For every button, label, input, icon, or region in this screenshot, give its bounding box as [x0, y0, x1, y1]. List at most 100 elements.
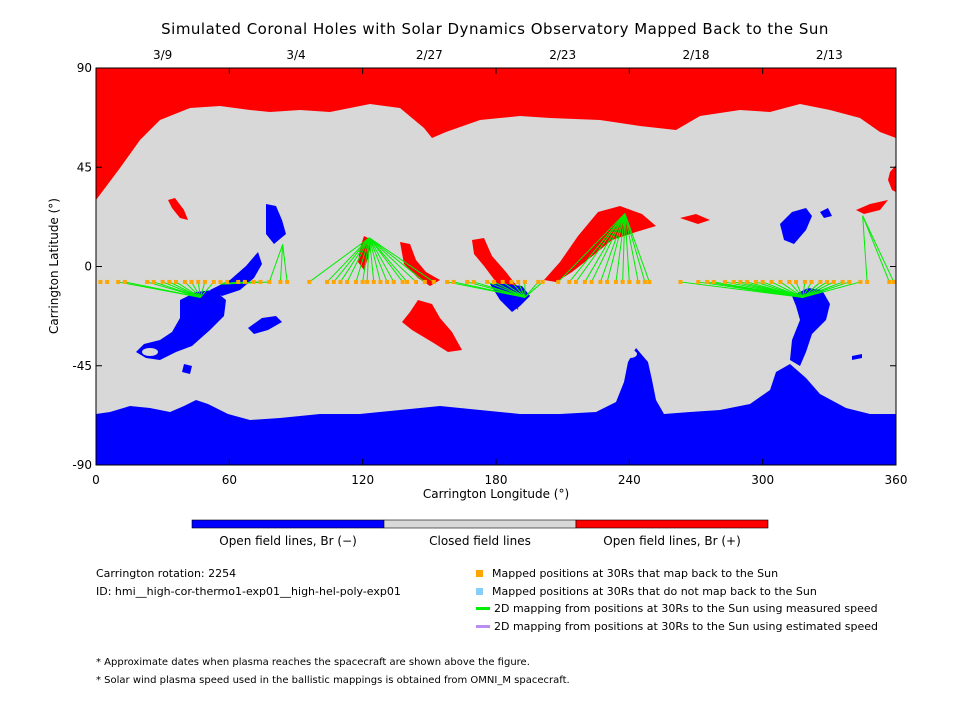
top-date-label: 3/9 — [153, 48, 172, 62]
y-tick-label: 0 — [84, 260, 92, 274]
mapping-line — [309, 237, 370, 283]
mapped-point — [345, 279, 350, 284]
mapping-line — [453, 281, 525, 298]
mapping-line — [591, 213, 626, 283]
mapped-point — [840, 279, 845, 284]
mapped-point — [202, 279, 207, 284]
mapped-point — [174, 279, 178, 284]
mapped-point — [471, 279, 476, 284]
mapping-line — [762, 281, 803, 298]
mapped-point — [167, 279, 172, 284]
mapped-point — [211, 279, 216, 284]
mapped-point — [769, 279, 774, 284]
mapped-point — [574, 279, 578, 284]
mapping-line — [624, 213, 646, 283]
x-tick-label: 180 — [485, 473, 508, 487]
mapped-point — [567, 279, 572, 284]
colorbar-label-positive: Open field lines, Br (+) — [603, 534, 741, 548]
negative-hole-8 — [790, 288, 830, 366]
mapping-line — [355, 237, 370, 283]
colorbar-label-negative: Open field lines, Br (−) — [219, 534, 357, 548]
mapping-line — [575, 213, 626, 283]
mapped-point — [451, 279, 456, 284]
mapping-line — [624, 213, 639, 283]
mapping-line — [333, 237, 370, 283]
y-tick-label: -90 — [72, 458, 92, 472]
map-background — [96, 68, 896, 465]
mapped-point — [745, 279, 750, 284]
legend-item-mapped: Mapped positions at 30Rs that map back t… — [476, 567, 778, 580]
mapping-line — [780, 281, 803, 298]
mapped-point — [540, 279, 545, 284]
mapping-line — [493, 281, 526, 298]
mapped-point — [285, 279, 290, 284]
mapped-point — [98, 279, 103, 284]
mapped-point — [891, 279, 896, 284]
mapped-point — [787, 279, 792, 284]
mapped-points — [98, 279, 896, 284]
mapped-point — [338, 279, 343, 284]
y-tick-label: -45 — [72, 359, 92, 373]
mapped-point — [536, 279, 541, 284]
x-tick-label: 120 — [351, 473, 374, 487]
carrington-rotation-text: Carrington rotation: 2254 — [96, 567, 237, 580]
mapped-point — [627, 279, 632, 284]
mapped-point — [445, 279, 450, 284]
mapped-point — [620, 279, 625, 284]
mapping-line — [199, 281, 206, 298]
mapped-point — [218, 279, 223, 284]
mapping-line — [175, 281, 201, 298]
mapped-point — [831, 279, 836, 284]
axes: 0 60 120 180 240 300 360 90 45 0 -45 -90 3/9 3/4 2/27 2… — [72, 48, 907, 487]
mapped-point — [589, 279, 594, 284]
top-date-label: 3/4 — [286, 48, 305, 62]
light-blue-square-icon — [476, 588, 483, 595]
mapping-line — [368, 237, 395, 283]
mapping-line — [369, 237, 426, 283]
legend-label: Mapped positions at 30Rs that do not map… — [492, 585, 817, 598]
mapped-point — [696, 279, 701, 284]
y-tick-label: 45 — [77, 160, 92, 174]
note-omni: * Solar wind plasma speed used in the ba… — [96, 675, 570, 686]
mapping-line — [368, 237, 388, 283]
mapped-point — [365, 279, 370, 284]
mapped-point — [711, 279, 716, 284]
mapped-point — [722, 279, 727, 284]
mapping-line — [191, 281, 201, 298]
mapping-line — [326, 237, 370, 283]
mapped-point — [465, 279, 470, 284]
negative-hole-9 — [820, 208, 832, 218]
x-tick-label: 360 — [885, 473, 908, 487]
mapping-line — [346, 237, 370, 283]
mapped-point — [242, 279, 247, 284]
mapped-point — [354, 279, 358, 284]
mapping-line — [802, 281, 821, 298]
mapped-point — [360, 279, 365, 284]
mapped-point — [391, 279, 396, 284]
purple-line-icon — [476, 625, 490, 628]
mapped-point — [809, 279, 814, 284]
mapped-point — [267, 279, 272, 284]
mapped-point — [636, 279, 641, 284]
x-axis-label: Carrington Longitude (°) — [423, 487, 569, 501]
mapped-point — [251, 279, 256, 284]
mapped-point — [160, 279, 165, 284]
legend-item-unmapped: Mapped positions at 30Rs that do not map… — [476, 585, 817, 598]
mapped-point — [385, 279, 390, 284]
mapped-point — [642, 279, 647, 284]
mapped-point — [236, 279, 241, 284]
mapped-point — [225, 279, 230, 284]
note-dates: * Approximate dates when plasma reaches … — [96, 657, 530, 668]
mapped-point — [778, 279, 783, 284]
negative-hole-1 — [136, 290, 226, 360]
mapped-point — [678, 279, 683, 284]
mapping-line — [368, 237, 375, 282]
positive-hole-5 — [402, 300, 462, 352]
mapping-line — [169, 281, 201, 298]
mapped-point — [516, 279, 521, 284]
mapped-point — [400, 279, 405, 284]
mapped-point — [887, 279, 892, 284]
negative-hole-5 — [182, 364, 192, 374]
legend-label: 2D mapping from positions at 30Rs to the… — [494, 620, 879, 633]
mapping-line — [184, 281, 201, 298]
